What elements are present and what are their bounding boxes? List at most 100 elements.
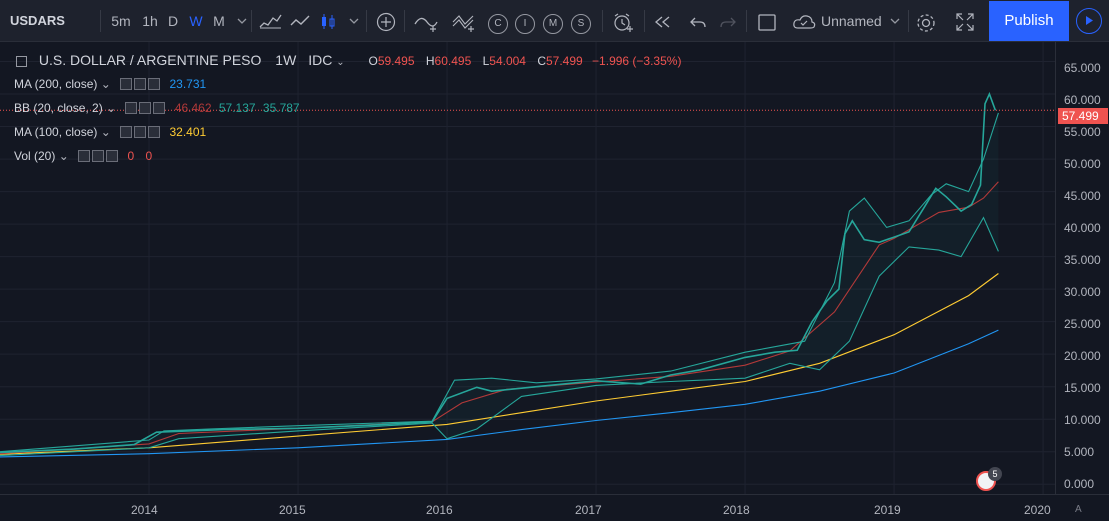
interval-w-button[interactable]: W	[189, 13, 203, 29]
high-value: 60.495	[434, 54, 472, 68]
chevron-down-icon[interactable]: ⌄	[100, 77, 111, 91]
indicator-row-vol[interactable]: Vol (20) ⌄ 0 0	[14, 146, 152, 166]
interval-d-button[interactable]: D	[167, 13, 179, 29]
eye-icon[interactable]	[120, 78, 133, 90]
cloud-check-icon	[793, 15, 816, 29]
price-axis-label: 30.000	[1064, 285, 1101, 299]
indicator-name[interactable]: Vol (20)	[14, 149, 56, 163]
indicator-value: 35.787	[262, 101, 300, 115]
gear-icon[interactable]	[134, 78, 147, 90]
bar-chart-icon[interactable]	[257, 8, 283, 34]
interval-m-button[interactable]: M	[213, 13, 225, 29]
line-chart-icon[interactable]	[288, 8, 312, 34]
indicator-row-ma100[interactable]: MA (100, close) ⌄ 32.401	[14, 122, 206, 142]
toolbar-divider	[908, 10, 909, 32]
eye-icon[interactable]	[120, 126, 133, 138]
price-axis-label: 10.000	[1064, 413, 1101, 427]
time-axis[interactable]: 2014 2015 2016 2017 2018 2019 2020	[0, 494, 1109, 521]
price-axis[interactable]: 65.000 60.000 55.000 50.000 45.000 40.00…	[1055, 42, 1109, 494]
legend-source[interactable]: IDC	[308, 52, 333, 68]
replay-m-button[interactable]: M	[542, 8, 564, 34]
price-axis-label: 25.000	[1064, 317, 1101, 331]
price-axis-label: 20.000	[1064, 349, 1101, 363]
change-value: −1.996 (−3.35%)	[592, 54, 682, 68]
symbol-title[interactable]: U.S. DOLLAR / ARGENTINE PESO	[38, 52, 262, 68]
eye-icon[interactable]	[125, 102, 138, 114]
toolbar-divider	[746, 10, 747, 32]
time-axis-label: 2016	[426, 503, 453, 517]
chevron-down-icon	[890, 18, 900, 24]
interval-1h-button[interactable]: 1h	[142, 13, 158, 29]
indicator-value: 23.731	[169, 77, 207, 91]
chevron-down-icon[interactable]	[346, 8, 362, 34]
chevron-down-icon[interactable]: ⌄	[336, 57, 345, 68]
indicator-value: 57.137	[218, 101, 256, 115]
play-icon	[1076, 8, 1102, 34]
collapse-legend-icon[interactable]	[16, 56, 27, 67]
legend-interval[interactable]: 1W	[275, 52, 297, 68]
close-icon[interactable]	[148, 78, 161, 90]
time-axis-label: 2020	[1024, 503, 1051, 517]
publish-button[interactable]: Publish	[989, 1, 1069, 41]
series-line-close	[0, 91, 997, 454]
toolbar-divider	[366, 10, 367, 32]
chevron-down-icon[interactable]: ⌄	[100, 125, 111, 139]
indicator-row-ma200[interactable]: MA (200, close) ⌄ 23.731	[14, 74, 206, 94]
bollinger-band-fill	[0, 112, 999, 456]
top-toolbar: USDARS 5m 1h D W M C I M S Unnamed Publi…	[0, 0, 1109, 42]
interval-5m-button[interactable]: 5m	[111, 13, 131, 29]
toolbar-divider	[602, 10, 603, 32]
indicator-name[interactable]: MA (100, close)	[14, 125, 98, 139]
add-indicator-icon[interactable]	[374, 8, 398, 34]
gear-icon[interactable]	[914, 8, 938, 34]
toolbar-divider	[644, 10, 645, 32]
eye-icon[interactable]	[78, 150, 91, 162]
indicators-icon[interactable]	[450, 8, 478, 34]
indicator-name[interactable]: MA (200, close)	[14, 77, 98, 91]
series-line-ma-200-close	[0, 329, 999, 458]
alert-clock-icon[interactable]	[610, 8, 636, 34]
play-button[interactable]	[1070, 1, 1109, 41]
time-axis-label: 2017	[575, 503, 602, 517]
close-icon[interactable]	[153, 102, 166, 114]
candles-icon[interactable]	[318, 8, 338, 34]
chevron-down-icon[interactable]: ⌄	[58, 149, 69, 163]
fullscreen-icon[interactable]	[952, 8, 978, 34]
replay-s-button[interactable]: S	[570, 8, 592, 34]
redo-icon[interactable]	[716, 8, 740, 34]
chevron-down-icon[interactable]	[234, 8, 250, 34]
price-axis-label: 45.000	[1064, 189, 1101, 203]
event-count-badge: 5	[988, 467, 1002, 481]
fullscreen-square-icon[interactable]	[754, 8, 780, 34]
indicator-row-bb[interactable]: BB (20, close, 2) ⌄ 46.462 57.137 35.787	[14, 98, 300, 118]
symbol-search-button[interactable]: USDARS	[10, 13, 65, 28]
gear-icon[interactable]	[139, 102, 152, 114]
gear-icon[interactable]	[134, 126, 147, 138]
toolbar-divider	[251, 10, 252, 32]
price-axis-label: 40.000	[1064, 221, 1101, 235]
time-axis-label: 2018	[723, 503, 750, 517]
close-value: 57.499	[546, 54, 583, 68]
compare-icon[interactable]	[412, 8, 440, 34]
indicator-value: 32.401	[169, 125, 207, 139]
price-chart[interactable]	[0, 42, 1055, 494]
price-axis-label: 0.000	[1064, 477, 1095, 491]
time-axis-label: 2019	[874, 503, 901, 517]
gear-icon[interactable]	[92, 150, 105, 162]
replay-i-button[interactable]: I	[514, 8, 536, 34]
auto-scale-button[interactable]: A	[1075, 504, 1082, 515]
indicator-name[interactable]: BB (20, close, 2)	[14, 101, 103, 115]
layout-name-button[interactable]: Unnamed	[792, 8, 904, 34]
open-value: 59.495	[377, 54, 415, 68]
close-icon[interactable]	[106, 150, 119, 162]
toolbar-divider	[100, 10, 101, 32]
undo-icon[interactable]	[686, 8, 710, 34]
price-axis-label: 55.000	[1064, 125, 1101, 139]
price-axis-label: 50.000	[1064, 157, 1101, 171]
series-layer	[0, 91, 999, 458]
close-icon[interactable]	[148, 126, 161, 138]
toolbar-divider	[404, 10, 405, 32]
rewind-icon[interactable]	[650, 8, 676, 34]
chevron-down-icon[interactable]: ⌄	[106, 101, 117, 115]
replay-c-button[interactable]: C	[487, 8, 509, 34]
